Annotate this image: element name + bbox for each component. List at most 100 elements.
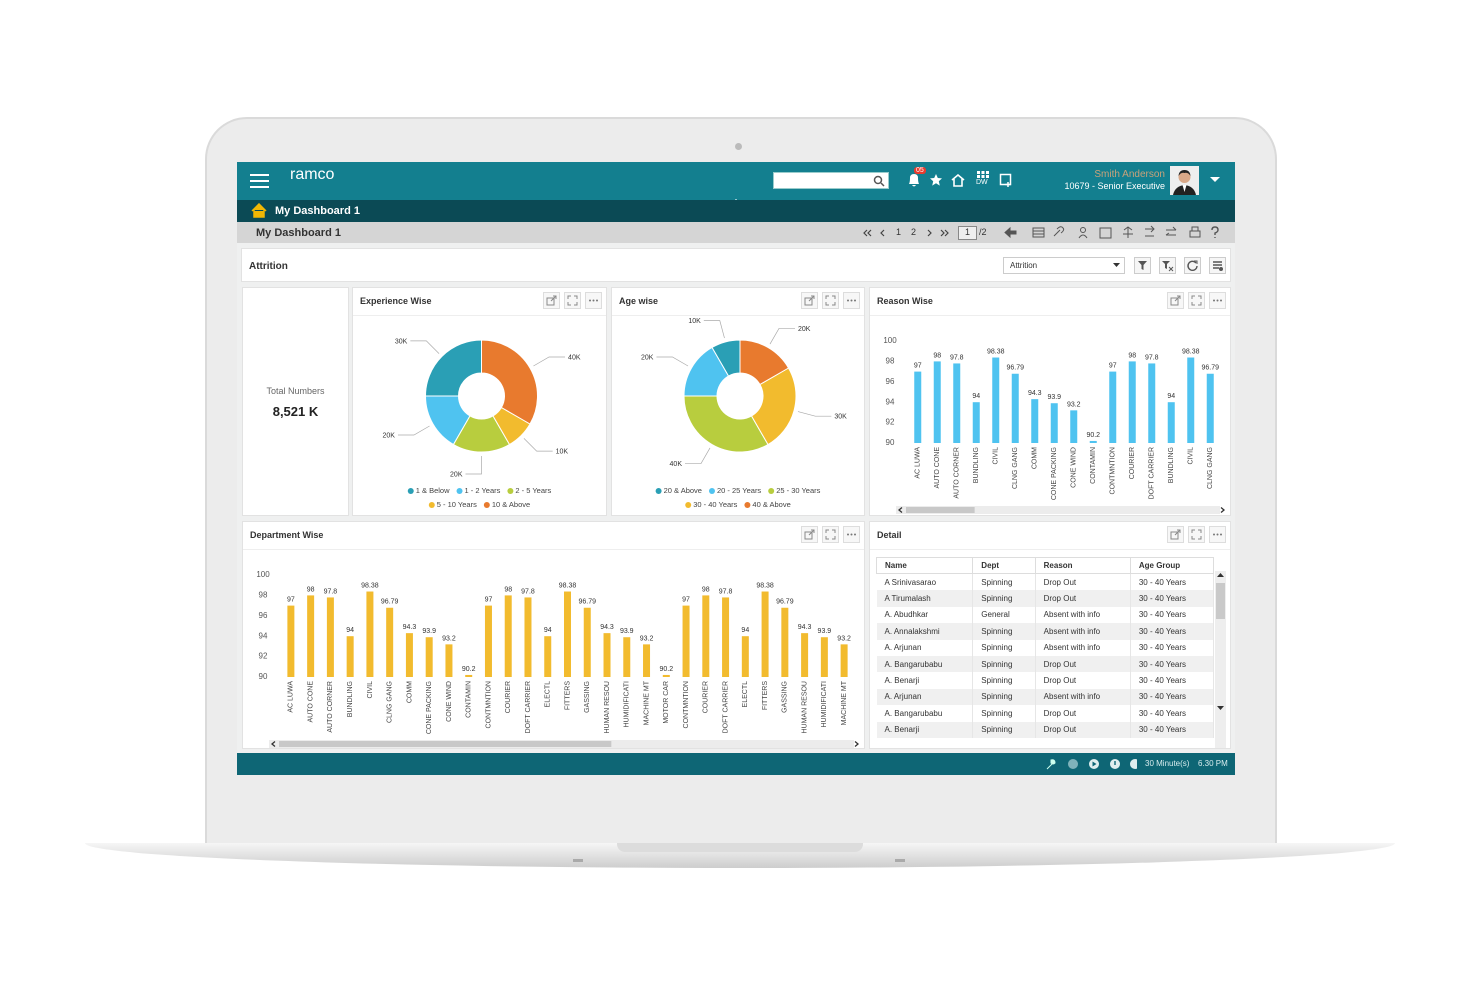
scroll-left[interactable]: [897, 507, 903, 513]
pager-current[interactable]: 1: [958, 226, 977, 240]
legend-label[interactable]: 5 - 10 Years: [437, 500, 477, 509]
settings-button[interactable]: [1209, 257, 1226, 274]
bar[interactable]: [1089, 440, 1097, 443]
bar[interactable]: [972, 402, 980, 443]
legend-label[interactable]: 10 & Above: [492, 500, 530, 509]
toolbar-icons[interactable]: [1002, 225, 1227, 240]
legend-label[interactable]: 25 - 30 Years: [776, 486, 820, 495]
legend-swatch[interactable]: [483, 502, 490, 508]
table-row[interactable]: A. Abudhkar General Absent with info 30 - 4…: [876, 606, 1215, 624]
bar[interactable]: [326, 597, 334, 677]
table-row[interactable]: A. Arjunan Spinning Absent with info 30 - 4…: [876, 688, 1215, 706]
column-header[interactable]: Name: [875, 557, 974, 574]
scroll-right[interactable]: [854, 741, 860, 747]
status-icons[interactable]: [1045, 758, 1137, 770]
user-avatar[interactable]: [1170, 166, 1199, 195]
legend-swatch[interactable]: [407, 488, 414, 494]
bar[interactable]: [287, 605, 295, 677]
pager-page[interactable]: 2: [911, 227, 917, 237]
scroll-down[interactable]: [1217, 706, 1224, 711]
search-box[interactable]: [773, 172, 889, 189]
bar[interactable]: [1148, 363, 1156, 443]
legend-swatch[interactable]: [708, 488, 715, 494]
table-row[interactable]: A Srinivasarao Spinning Drop Out 30 - 40 Ye…: [876, 573, 1215, 591]
bar[interactable]: [465, 674, 473, 677]
column-header[interactable]: Reason: [1034, 557, 1131, 574]
bar[interactable]: [583, 607, 591, 677]
legend-label[interactable]: 40 & Above: [752, 500, 790, 509]
user-menu-caret[interactable]: [1210, 177, 1220, 183]
scroll-up[interactable]: [1217, 573, 1224, 578]
table-row[interactable]: A. Benarji Spinning Drop Out 30 - 40 Years: [876, 672, 1215, 689]
legend-label[interactable]: 20 - 25 Years: [717, 486, 761, 495]
legend-label[interactable]: 2 - 5 Years: [515, 486, 551, 495]
bar[interactable]: [953, 363, 961, 443]
tool-pop-out-button[interactable]: [543, 292, 560, 309]
bar[interactable]: [992, 357, 1000, 443]
scroll-track[interactable]: [896, 506, 1220, 514]
pager-next[interactable]: [925, 228, 955, 238]
bar[interactable]: [914, 371, 922, 443]
bar[interactable]: [386, 607, 394, 677]
tool-expand-button[interactable]: [1188, 526, 1205, 543]
bar[interactable]: [544, 636, 552, 677]
legend-swatch[interactable]: [655, 488, 662, 494]
bar[interactable]: [1031, 399, 1039, 443]
tool-more-button[interactable]: [843, 526, 860, 543]
bar[interactable]: [801, 633, 809, 677]
table-row[interactable]: A. Arjunan Spinning Absent with info 30 - 4…: [876, 639, 1215, 656]
tool-expand-button[interactable]: [564, 292, 581, 309]
tool-pop-out-button[interactable]: [1167, 292, 1184, 309]
bar[interactable]: [840, 644, 848, 677]
table-scrollbar[interactable]: [1215, 571, 1226, 748]
tool-more-button[interactable]: [585, 292, 602, 309]
scroll-thumb[interactable]: [1216, 583, 1225, 619]
favorites-icon[interactable]: [929, 173, 943, 187]
tool-expand-button[interactable]: [822, 292, 839, 309]
scroll-thumb[interactable]: [906, 507, 975, 513]
legend-swatch[interactable]: [744, 502, 751, 508]
tool-pop-out-button[interactable]: [801, 526, 818, 543]
pager-page[interactable]: 1: [896, 227, 902, 237]
filter-dropdown[interactable]: Attrition: [1003, 257, 1125, 274]
bar[interactable]: [564, 591, 571, 677]
new-window-icon[interactable]: [999, 173, 1014, 188]
tool-pop-out-button[interactable]: [1167, 526, 1184, 543]
bar[interactable]: [1050, 403, 1058, 443]
bar[interactable]: [1011, 373, 1019, 443]
bar[interactable]: [484, 605, 492, 677]
bar[interactable]: [761, 591, 769, 677]
table-row[interactable]: A. Annalakshmi Spinning Absent with info 30…: [876, 623, 1215, 640]
column-header[interactable]: Age Group: [1129, 557, 1215, 574]
bar[interactable]: [662, 674, 670, 677]
tool-pop-out-button[interactable]: [801, 292, 818, 309]
bar[interactable]: [682, 605, 690, 677]
bar[interactable]: [1206, 373, 1214, 443]
table-row[interactable]: A. Bangarubabu Spinning Drop Out 30 - 40 Ye…: [876, 655, 1215, 673]
scroll-thumb[interactable]: [279, 741, 612, 747]
bar[interactable]: [702, 595, 710, 677]
pager-prev[interactable]: [863, 228, 895, 238]
bar[interactable]: [722, 597, 730, 677]
scroll-right[interactable]: [1220, 507, 1226, 513]
bar[interactable]: [1187, 357, 1195, 443]
bar[interactable]: [346, 636, 354, 677]
bar[interactable]: [643, 644, 651, 677]
bar[interactable]: [524, 597, 532, 677]
bar[interactable]: [366, 591, 374, 677]
refresh-button[interactable]: [1184, 257, 1201, 274]
bar[interactable]: [820, 637, 828, 677]
bar[interactable]: [1070, 410, 1078, 443]
table-row[interactable]: A Tirumalash Spinning Drop Out 30 - 40 Year…: [876, 590, 1215, 607]
legend-swatch[interactable]: [428, 502, 435, 508]
bar[interactable]: [425, 637, 433, 677]
breadcrumb[interactable]: My Dashboard 1: [275, 205, 360, 217]
legend-label[interactable]: 1 - 2 Years: [465, 486, 501, 495]
tool-more-button[interactable]: [843, 292, 860, 309]
legend-label[interactable]: 1 & Below: [416, 486, 450, 495]
table-row[interactable]: A. Benarji Spinning Drop Out 30 - 40 Years: [876, 721, 1215, 738]
clear-filter-button[interactable]: [1159, 257, 1176, 274]
tool-expand-button[interactable]: [822, 526, 839, 543]
table-row[interactable]: A. Bangarubabu Spinning Drop Out 30 - 40 Ye…: [876, 705, 1215, 722]
legend-swatch[interactable]: [768, 488, 775, 494]
